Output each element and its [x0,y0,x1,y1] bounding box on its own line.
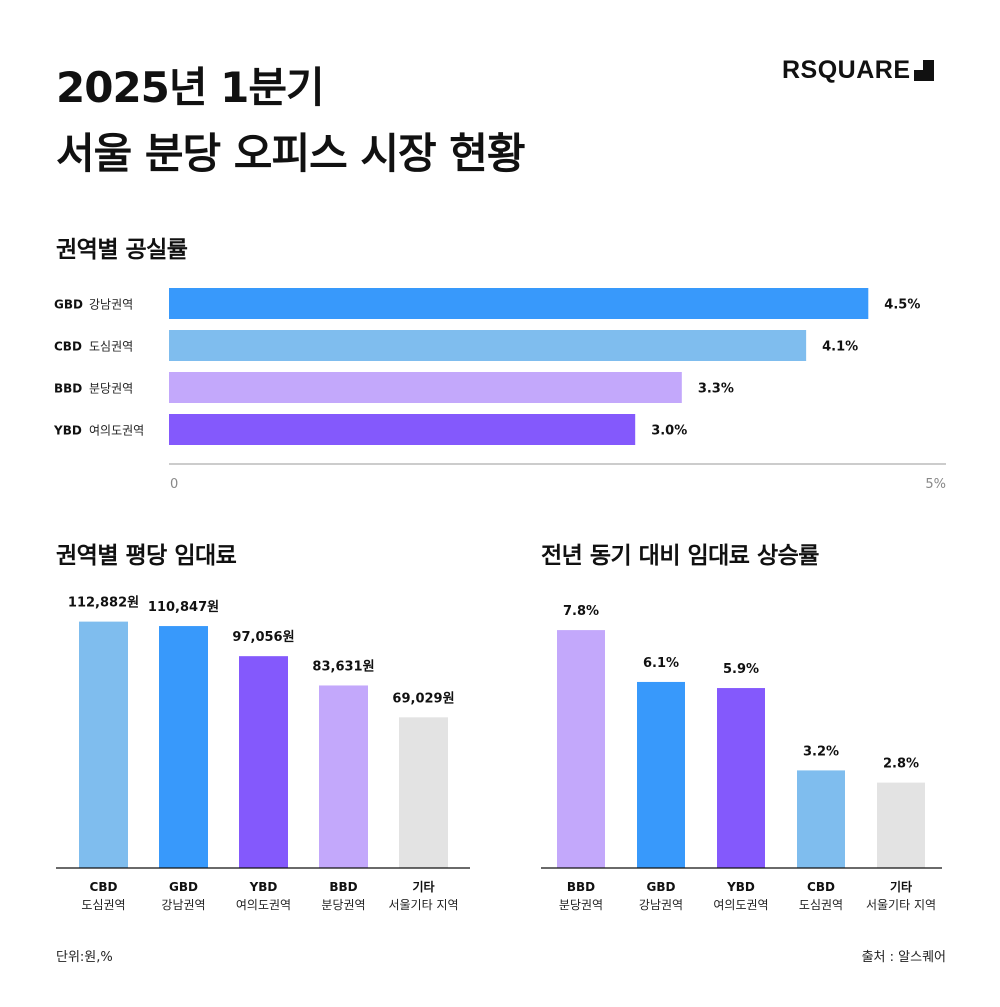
column-bar [717,688,765,868]
category-name-label: 분당권역 [321,898,365,912]
page-title-line-2: 서울 분당 오피스 시장 현황 [56,129,526,178]
category-code-label: CBD [54,340,82,354]
category-name-label: 여의도권역 [236,898,291,912]
data-label: 7.8% [563,604,599,619]
x-tick-label: 5% [925,477,946,492]
category-code-label: YBD [53,424,82,438]
data-label: 83,631원 [312,659,374,674]
data-label: 3.0% [651,424,687,439]
column-bar [637,681,685,868]
category-name-label: 여의도권역 [713,898,768,912]
data-label: 3.2% [803,744,839,759]
data-label: 110,847원 [148,600,219,615]
data-label: 4.1% [822,340,858,355]
data-label: 3.3% [698,382,734,397]
category-code-label: YBD [726,880,755,894]
column-bar [319,685,368,868]
category-name-label: 서울기타 지역 [388,898,458,912]
vacancy-bar [169,330,807,361]
logo-text: RSQUARE [782,56,911,84]
category-name-label: 도심권역 [89,340,133,354]
category-code-label: YBD [249,880,278,894]
column-bar [239,656,288,868]
column-bar [797,770,845,868]
category-name-label: 분당권역 [89,382,133,396]
vacancy-bar [169,372,682,403]
category-code-label: BBD [329,880,357,894]
category-name-label: 도심권역 [799,898,843,912]
column-bar [399,717,448,868]
category-name-label: 여의도권역 [89,424,144,438]
column-bar [557,630,605,868]
data-label: 6.1% [643,656,679,671]
category-code-label: 기타 [412,879,434,894]
vacancy-bar [169,414,636,445]
source-note: 출처 : 알스퀘어 [861,950,946,965]
data-label: 112,882원 [68,596,139,611]
vacancy-bar [169,288,869,319]
rsquare-logo: RSQUARE [782,56,934,85]
column-bar [79,621,128,868]
page-title-line-1: 2025년 1분기 [56,63,325,112]
vacancy-chart-title: 권역별 공실률 [56,237,188,263]
column-bar [159,626,208,868]
category-code-label: GBD [169,880,198,894]
category-name-label: 분당권역 [559,898,603,912]
data-label: 2.8% [883,757,919,772]
category-code-label: GBD [647,880,676,894]
category-code-label: BBD [567,880,595,894]
category-name-label: 강남권역 [89,298,133,312]
category-name-label: 서울기타 지역 [866,898,936,912]
category-code-label: 기타 [890,879,912,894]
category-code-label: BBD [54,382,82,396]
data-label: 5.9% [723,662,759,677]
data-label: 97,056원 [232,630,294,645]
data-label: 69,029원 [392,691,454,706]
unit-note: 단위:원,% [56,950,113,965]
category-code-label: CBD [807,880,835,894]
logo-mark-icon [913,60,934,81]
x-tick-label: 0 [170,477,178,492]
category-name-label: 강남권역 [161,898,205,912]
rent-chart-title: 권역별 평당 임대료 [56,543,237,569]
category-name-label: 도심권역 [81,898,125,912]
growth-chart-title: 전년 동기 대비 임대료 상승률 [541,543,819,569]
category-code-label: GBD [54,298,83,312]
category-name-label: 강남권역 [639,898,683,912]
data-label: 4.5% [884,298,920,313]
column-bar [877,782,925,868]
category-code-label: CBD [90,880,118,894]
